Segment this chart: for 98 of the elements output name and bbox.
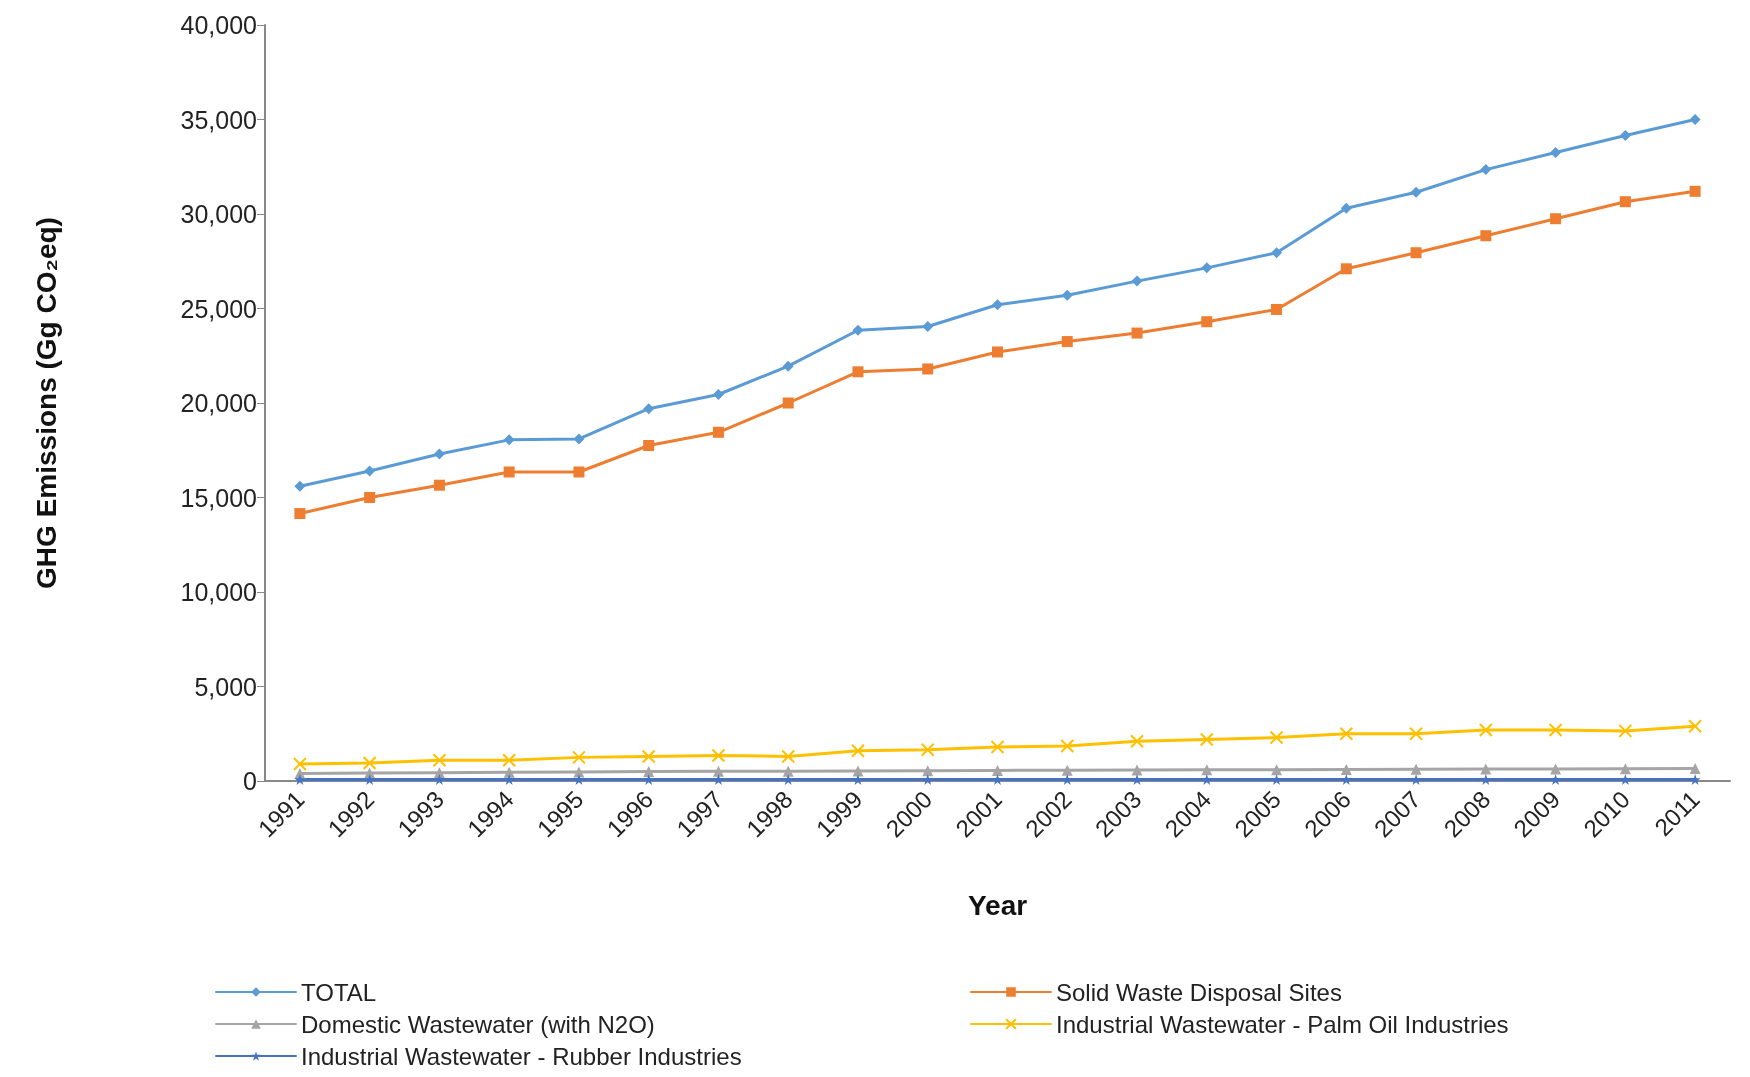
point xyxy=(1550,213,1562,225)
point xyxy=(1131,275,1143,287)
point xyxy=(1340,263,1352,275)
point xyxy=(1130,734,1145,749)
point xyxy=(1201,316,1213,328)
y-tick-label: 20,000 xyxy=(180,389,257,417)
point xyxy=(1201,764,1213,776)
y-tick-label: 35,000 xyxy=(180,105,257,134)
point xyxy=(1131,764,1143,776)
point xyxy=(1061,289,1073,301)
point xyxy=(992,346,1003,358)
point xyxy=(850,743,865,758)
point xyxy=(1548,722,1563,737)
point xyxy=(364,465,376,477)
point xyxy=(1410,763,1422,775)
point xyxy=(1409,726,1424,741)
legend-label: Industrial Wastewater - Palm Oil Industries xyxy=(1056,1010,1509,1038)
y-tick-label: 10,000 xyxy=(180,578,257,606)
point xyxy=(712,426,724,438)
point xyxy=(503,466,515,478)
point xyxy=(920,742,935,757)
point xyxy=(1480,230,1492,242)
point xyxy=(503,434,515,446)
point xyxy=(1269,730,1284,745)
point xyxy=(782,765,794,777)
point xyxy=(1131,327,1143,339)
point xyxy=(1060,739,1075,754)
point xyxy=(1550,147,1562,159)
point xyxy=(922,363,934,375)
point xyxy=(573,466,585,478)
point xyxy=(294,508,306,520)
point xyxy=(1271,303,1283,315)
point xyxy=(1618,723,1633,738)
point xyxy=(503,766,515,778)
legend-label: Solid Waste Disposal Sites xyxy=(1056,978,1342,1006)
legend-label: Industrial Wastewater - Rubber Industries xyxy=(301,1042,742,1070)
point xyxy=(1271,764,1283,776)
point xyxy=(782,397,794,409)
point xyxy=(1619,763,1631,775)
y-tick-label: 25,000 xyxy=(180,294,257,323)
point xyxy=(362,756,377,771)
point xyxy=(712,765,724,777)
point xyxy=(643,440,655,452)
point xyxy=(1480,763,1492,775)
point xyxy=(433,479,445,491)
point xyxy=(852,366,864,378)
y-tick-label: 30,000 xyxy=(180,200,257,228)
point xyxy=(1689,185,1701,197)
y-tick-label: 15,000 xyxy=(180,483,257,512)
point xyxy=(1480,164,1492,176)
legend-label: Domestic Wastewater (with N2O) xyxy=(301,1010,655,1038)
point xyxy=(1688,719,1703,734)
point xyxy=(433,773,445,785)
point xyxy=(1201,262,1213,274)
point xyxy=(1410,247,1422,259)
point xyxy=(643,766,655,778)
point xyxy=(433,448,445,460)
point xyxy=(1689,114,1701,125)
x-axis-title: Year xyxy=(967,889,1028,921)
point xyxy=(992,299,1003,311)
point xyxy=(364,773,376,785)
point xyxy=(571,750,586,765)
point xyxy=(1339,726,1354,741)
point xyxy=(1478,722,1493,737)
y-tick-label: 5,000 xyxy=(194,672,257,701)
y-tick-label: 40,000 xyxy=(180,11,257,39)
point xyxy=(1619,196,1631,208)
point xyxy=(292,756,307,771)
point xyxy=(990,739,1005,754)
point xyxy=(711,748,726,763)
point xyxy=(643,403,655,415)
point xyxy=(641,749,656,764)
point xyxy=(852,324,864,336)
point xyxy=(1619,130,1631,142)
point xyxy=(1199,732,1214,747)
point xyxy=(294,773,306,785)
point xyxy=(922,320,934,332)
legend-label: TOTAL xyxy=(301,978,377,1006)
point xyxy=(1410,186,1422,198)
point xyxy=(502,753,517,768)
point xyxy=(433,767,445,779)
point xyxy=(1550,763,1562,775)
point xyxy=(1061,764,1073,776)
point xyxy=(432,753,447,768)
point xyxy=(992,764,1003,776)
point xyxy=(712,388,724,400)
y-axis-title: GHG Emissions (Gg CO₂eq) xyxy=(30,217,62,589)
y-tick-label: 0 xyxy=(243,767,257,795)
point xyxy=(1271,247,1283,259)
point xyxy=(294,480,306,492)
point xyxy=(1340,763,1352,775)
point xyxy=(1340,202,1352,214)
point xyxy=(781,749,796,764)
point xyxy=(364,492,376,503)
point xyxy=(782,360,794,372)
point xyxy=(1689,763,1701,775)
point xyxy=(1061,336,1073,348)
point xyxy=(573,433,585,445)
